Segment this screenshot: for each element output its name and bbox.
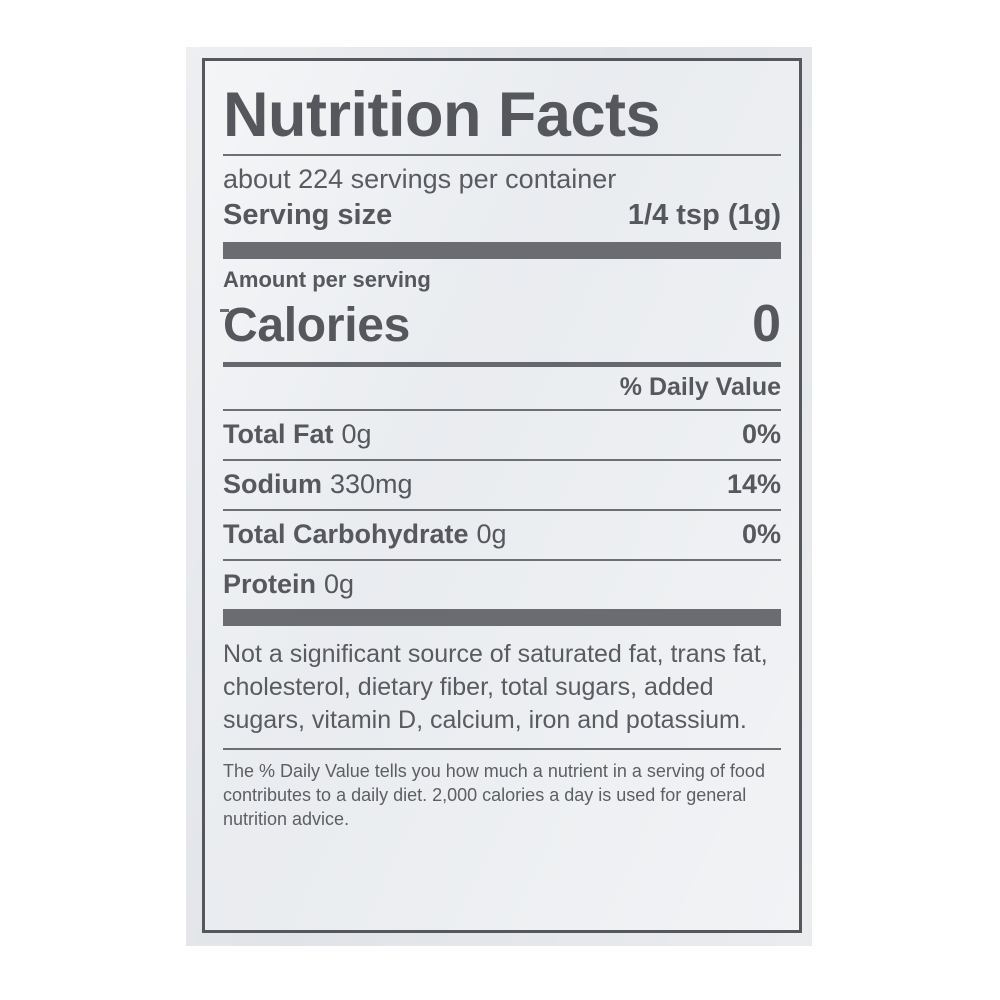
not-significant-source-text: Not a significant source of saturated fa…	[223, 639, 768, 735]
nutrient-amount: 330mg	[330, 468, 413, 499]
serving-size-row: Serving size 1/4 tsp (1g)	[223, 197, 781, 243]
nutrient-daily-value: 0%	[741, 418, 781, 449]
nutrient-daily-value: 0%	[741, 518, 781, 549]
nutrient-label-group: Total Fat 0g	[223, 419, 372, 450]
nutrient-row-protein: Protein 0g	[223, 561, 781, 609]
nutrient-name: Sodium	[223, 468, 322, 499]
nutrient-name: Total Fat	[223, 418, 334, 449]
rule-above-nutrients	[223, 408, 781, 411]
rule-thick-below-protein	[223, 608, 781, 626]
nutrient-row-total-fat: Total Fat 0g 0%	[223, 411, 781, 459]
amount-per-serving-label: Amount per serving	[223, 267, 431, 293]
nutrition-facts-panel: Nutrition Facts about 224 servings per c…	[202, 58, 802, 933]
nutrient-label-group: Sodium 330mg	[223, 469, 413, 500]
nutrient-row-total-carbohydrate: Total Carbohydrate 0g 0%	[223, 511, 781, 559]
rule-above-footnote	[223, 747, 781, 750]
nutrient-amount: 0g	[341, 418, 372, 449]
print-artifact-tick	[220, 309, 229, 312]
rule-under-calories	[223, 361, 781, 367]
calories-value: 0	[752, 294, 781, 353]
daily-value-footnote: The % Daily Value tells you how much a n…	[223, 760, 765, 830]
rule-under-title	[223, 154, 781, 157]
servings-per-container: about 224 servings per container	[223, 164, 617, 195]
nutrient-amount: 0g	[324, 568, 355, 599]
rule-under-sodium	[223, 508, 781, 511]
daily-value-header: % Daily Value	[619, 372, 781, 401]
rule-thick-above-calories	[223, 242, 781, 260]
nutrient-label-group: Protein 0g	[223, 569, 354, 600]
rule-under-total-fat	[223, 458, 781, 461]
nutrient-name: Total Carbohydrate	[223, 518, 469, 549]
nutrient-name: Protein	[223, 568, 317, 599]
serving-size-value: 1/4 tsp (1g)	[627, 198, 781, 231]
nutrient-amount: 0g	[476, 518, 507, 549]
nutrient-label-group: Total Carbohydrate 0g	[223, 519, 507, 550]
page-title: Nutrition Facts	[223, 80, 661, 150]
nutrient-row-sodium: Sodium 330mg 14%	[223, 461, 781, 509]
calories-label: Calories	[223, 298, 411, 352]
rule-under-total-carbohydrate	[223, 558, 781, 561]
nutrient-daily-value: 14%	[726, 468, 781, 499]
calories-row: Calories 0	[223, 294, 781, 362]
serving-size-label: Serving size	[223, 198, 393, 231]
